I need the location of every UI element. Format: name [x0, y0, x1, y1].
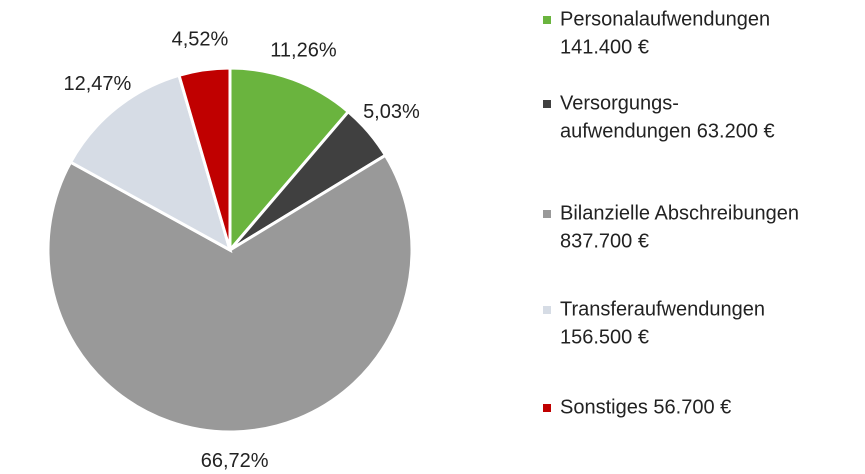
legend-label: 156.500 €	[560, 326, 649, 348]
legend-label: 837.700 €	[560, 230, 649, 252]
legend-label: Personalaufwendungen	[560, 8, 770, 30]
legend-label: 141.400 €	[560, 36, 649, 58]
data-label: 12,47%	[63, 73, 131, 95]
data-label: 66,72%	[201, 450, 269, 472]
legend-swatch	[543, 306, 551, 314]
legend-swatch	[543, 210, 551, 218]
pie-slice	[46, 153, 414, 434]
legend-swatch	[543, 100, 551, 108]
legend-label: Versorgungs-	[560, 92, 679, 114]
pie-slice	[228, 66, 351, 255]
pie-slice	[177, 66, 232, 251]
legend-label: aufwendungen 63.200 €	[560, 120, 775, 142]
data-label: 5,03%	[363, 101, 420, 123]
data-label: 11,26%	[270, 39, 337, 61]
legend-label: Bilanzielle Abschreibungen	[560, 202, 799, 224]
legend-swatch	[543, 16, 551, 24]
legend-label: Sonstiges 56.700 €	[560, 396, 731, 418]
legend-label: Transferaufwendungen	[560, 298, 765, 320]
legend-swatch	[543, 404, 551, 412]
pie-slice	[68, 73, 233, 254]
data-label: 4,52%	[172, 28, 229, 50]
